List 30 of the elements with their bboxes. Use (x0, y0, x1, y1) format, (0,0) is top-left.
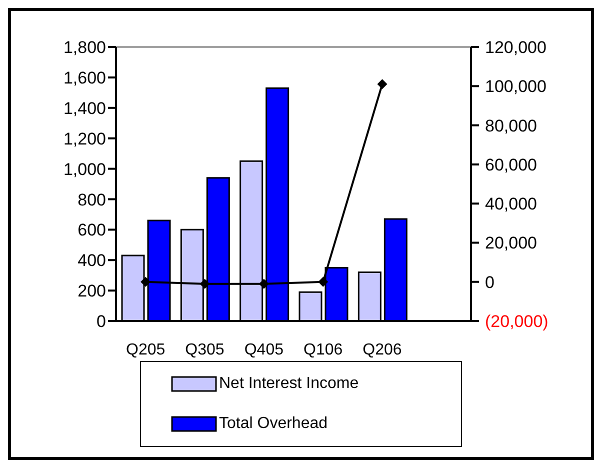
x-tick-label: Q305 (185, 341, 224, 358)
x-tick-label: Q405 (244, 341, 284, 358)
y-tick-label: 200 (78, 282, 106, 301)
point (140, 276, 151, 287)
point (200, 278, 210, 289)
y-tick-label: 1,400 (63, 98, 106, 118)
x-tick-label: Q205 (126, 341, 166, 358)
legend-label: Total Overhead (219, 415, 328, 433)
point (258, 278, 269, 289)
y2-tick-label: (20,000) (485, 312, 548, 331)
y-tick-label: 400 (78, 251, 106, 270)
y-tick-label: 1,200 (63, 129, 106, 148)
y2-tick-label: 60,000 (485, 155, 537, 174)
y2-tick-label: 120,000 (485, 38, 546, 57)
y2-tick-label: 100,000 (485, 77, 546, 96)
y2-tick-label: 0 (485, 272, 494, 292)
y2-tick-label: 80,000 (485, 116, 537, 136)
y-tick-label: 800 (78, 190, 106, 210)
y2-tick-label: 40,000 (485, 194, 537, 214)
y-tick-label: 1,000 (63, 160, 106, 179)
y-tick-label: 1,600 (63, 68, 106, 88)
y-tick-label: 0 (96, 312, 106, 332)
y-tick-label: 600 (78, 220, 106, 240)
x-tick-label: Q206 (362, 341, 402, 358)
legend-label: Net Interest Income (219, 375, 359, 393)
point (377, 79, 388, 90)
point (318, 276, 328, 287)
y-tick-label: 1,800 (63, 38, 106, 58)
y2-tick-label: 20,000 (485, 234, 537, 253)
x-tick-label: Q106 (304, 341, 343, 358)
